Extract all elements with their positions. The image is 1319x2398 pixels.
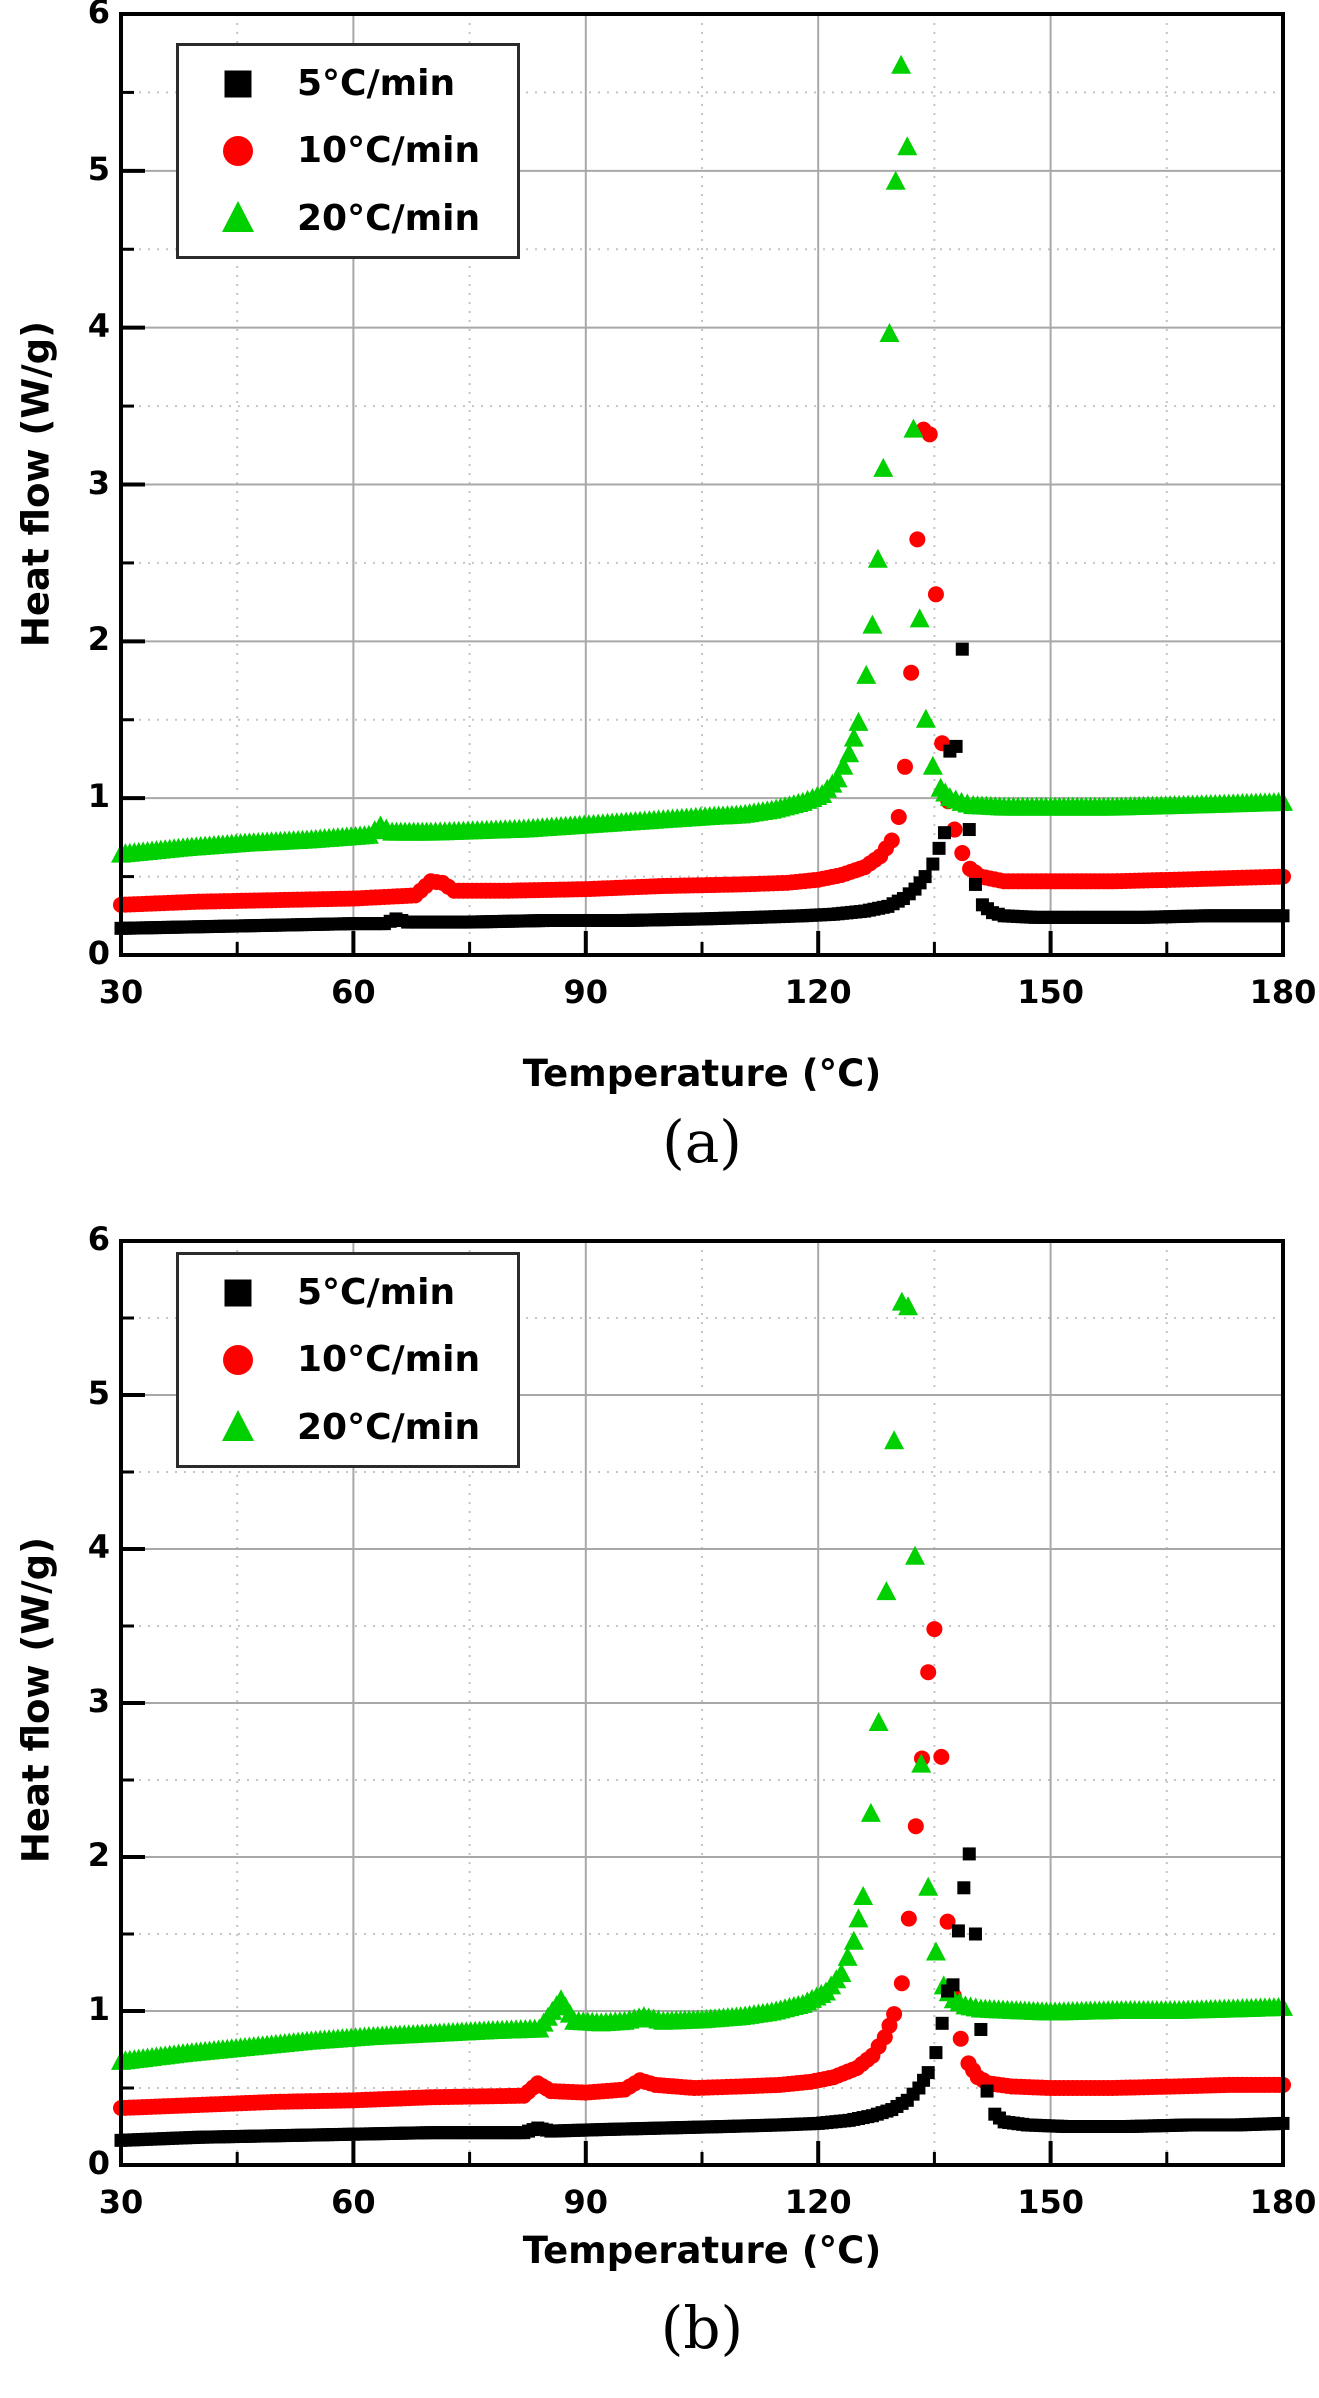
x-tick-label: 30 bbox=[98, 2183, 144, 2221]
y-tick-label: 6 bbox=[87, 0, 110, 31]
x-tick-label: 120 bbox=[784, 2183, 852, 2221]
y-tick-label: 4 bbox=[87, 1528, 110, 1566]
legend-entry: 20°C/min bbox=[179, 186, 517, 250]
x-tick-label: 60 bbox=[331, 2183, 376, 2221]
x-tick-label: 90 bbox=[563, 2183, 609, 2221]
y-tick-label: 2 bbox=[87, 620, 110, 659]
y-tick-label: 3 bbox=[87, 463, 110, 502]
x-tick-label: 120 bbox=[784, 973, 852, 1011]
y-tick-label: 0 bbox=[87, 934, 110, 972]
plot-frame-0 bbox=[119, 12, 1285, 957]
square-marker-icon bbox=[179, 1275, 297, 1311]
x-axis-title-b: Temperature (°C) bbox=[522, 2229, 882, 2272]
legend-entry-label: 5°C/min bbox=[297, 63, 456, 105]
legend-entry-label: 10°C/min bbox=[297, 1339, 481, 1381]
legend-entry-label: 10°C/min bbox=[297, 130, 481, 172]
x-tick-label: 150 bbox=[1017, 2183, 1084, 2221]
y-tick-label: 0 bbox=[87, 2144, 110, 2182]
x-tick-label: 180 bbox=[1249, 973, 1317, 1011]
legend-entry-label: 20°C/min bbox=[297, 1406, 481, 1448]
triangle-marker-icon bbox=[179, 1409, 297, 1445]
legend-entry-label: 5°C/min bbox=[297, 1272, 456, 1314]
panel-label-b: (b) bbox=[660, 2294, 744, 2362]
legend-entry: 20°C/min bbox=[179, 1395, 517, 1459]
x-tick-label: 150 bbox=[1017, 973, 1084, 1011]
legend-entry-label: 20°C/min bbox=[297, 197, 481, 239]
legend-entry: 10°C/min bbox=[179, 119, 517, 183]
legend-entry: 5°C/min bbox=[179, 1261, 517, 1325]
panel-label-a: (a) bbox=[662, 1108, 742, 1176]
x-tick-label: 90 bbox=[563, 973, 609, 1011]
series-5cmin bbox=[114, 642, 1290, 935]
x-axis-title-a: Temperature (°C) bbox=[522, 1052, 882, 1095]
legend-entry: 5°C/min bbox=[179, 52, 517, 116]
circle-marker-icon bbox=[179, 133, 297, 169]
square-marker-icon bbox=[179, 66, 297, 102]
plot-frame-1 bbox=[119, 1239, 1285, 2167]
series-10cmin bbox=[113, 1621, 1291, 2117]
y-tick-label: 2 bbox=[87, 1836, 110, 1874]
x-tick-label: 30 bbox=[98, 973, 144, 1011]
x-tick-label: 60 bbox=[331, 973, 376, 1011]
y-tick-label: 6 bbox=[87, 1220, 110, 1258]
y-tick-label: 5 bbox=[87, 149, 110, 188]
series-20cmin bbox=[111, 1291, 1293, 2070]
legend-entry: 10°C/min bbox=[179, 1328, 517, 1392]
legend-a: 5°C/min 10°C/min 20°C/min bbox=[176, 43, 520, 259]
y-tick-label: 5 bbox=[87, 1374, 110, 1412]
y-tick-label: 1 bbox=[87, 1990, 110, 2028]
circle-marker-icon bbox=[179, 1342, 297, 1378]
x-tick-label: 180 bbox=[1249, 2183, 1317, 2221]
triangle-marker-icon bbox=[179, 200, 297, 236]
legend-b: 5°C/min 10°C/min 20°C/min bbox=[176, 1252, 520, 1468]
series-20cmin bbox=[111, 54, 1293, 863]
y-tick-label: 3 bbox=[87, 1682, 110, 1720]
y-tick-label: 1 bbox=[87, 777, 110, 816]
y-tick-label: 4 bbox=[87, 306, 110, 345]
series-10cmin bbox=[113, 421, 1291, 913]
